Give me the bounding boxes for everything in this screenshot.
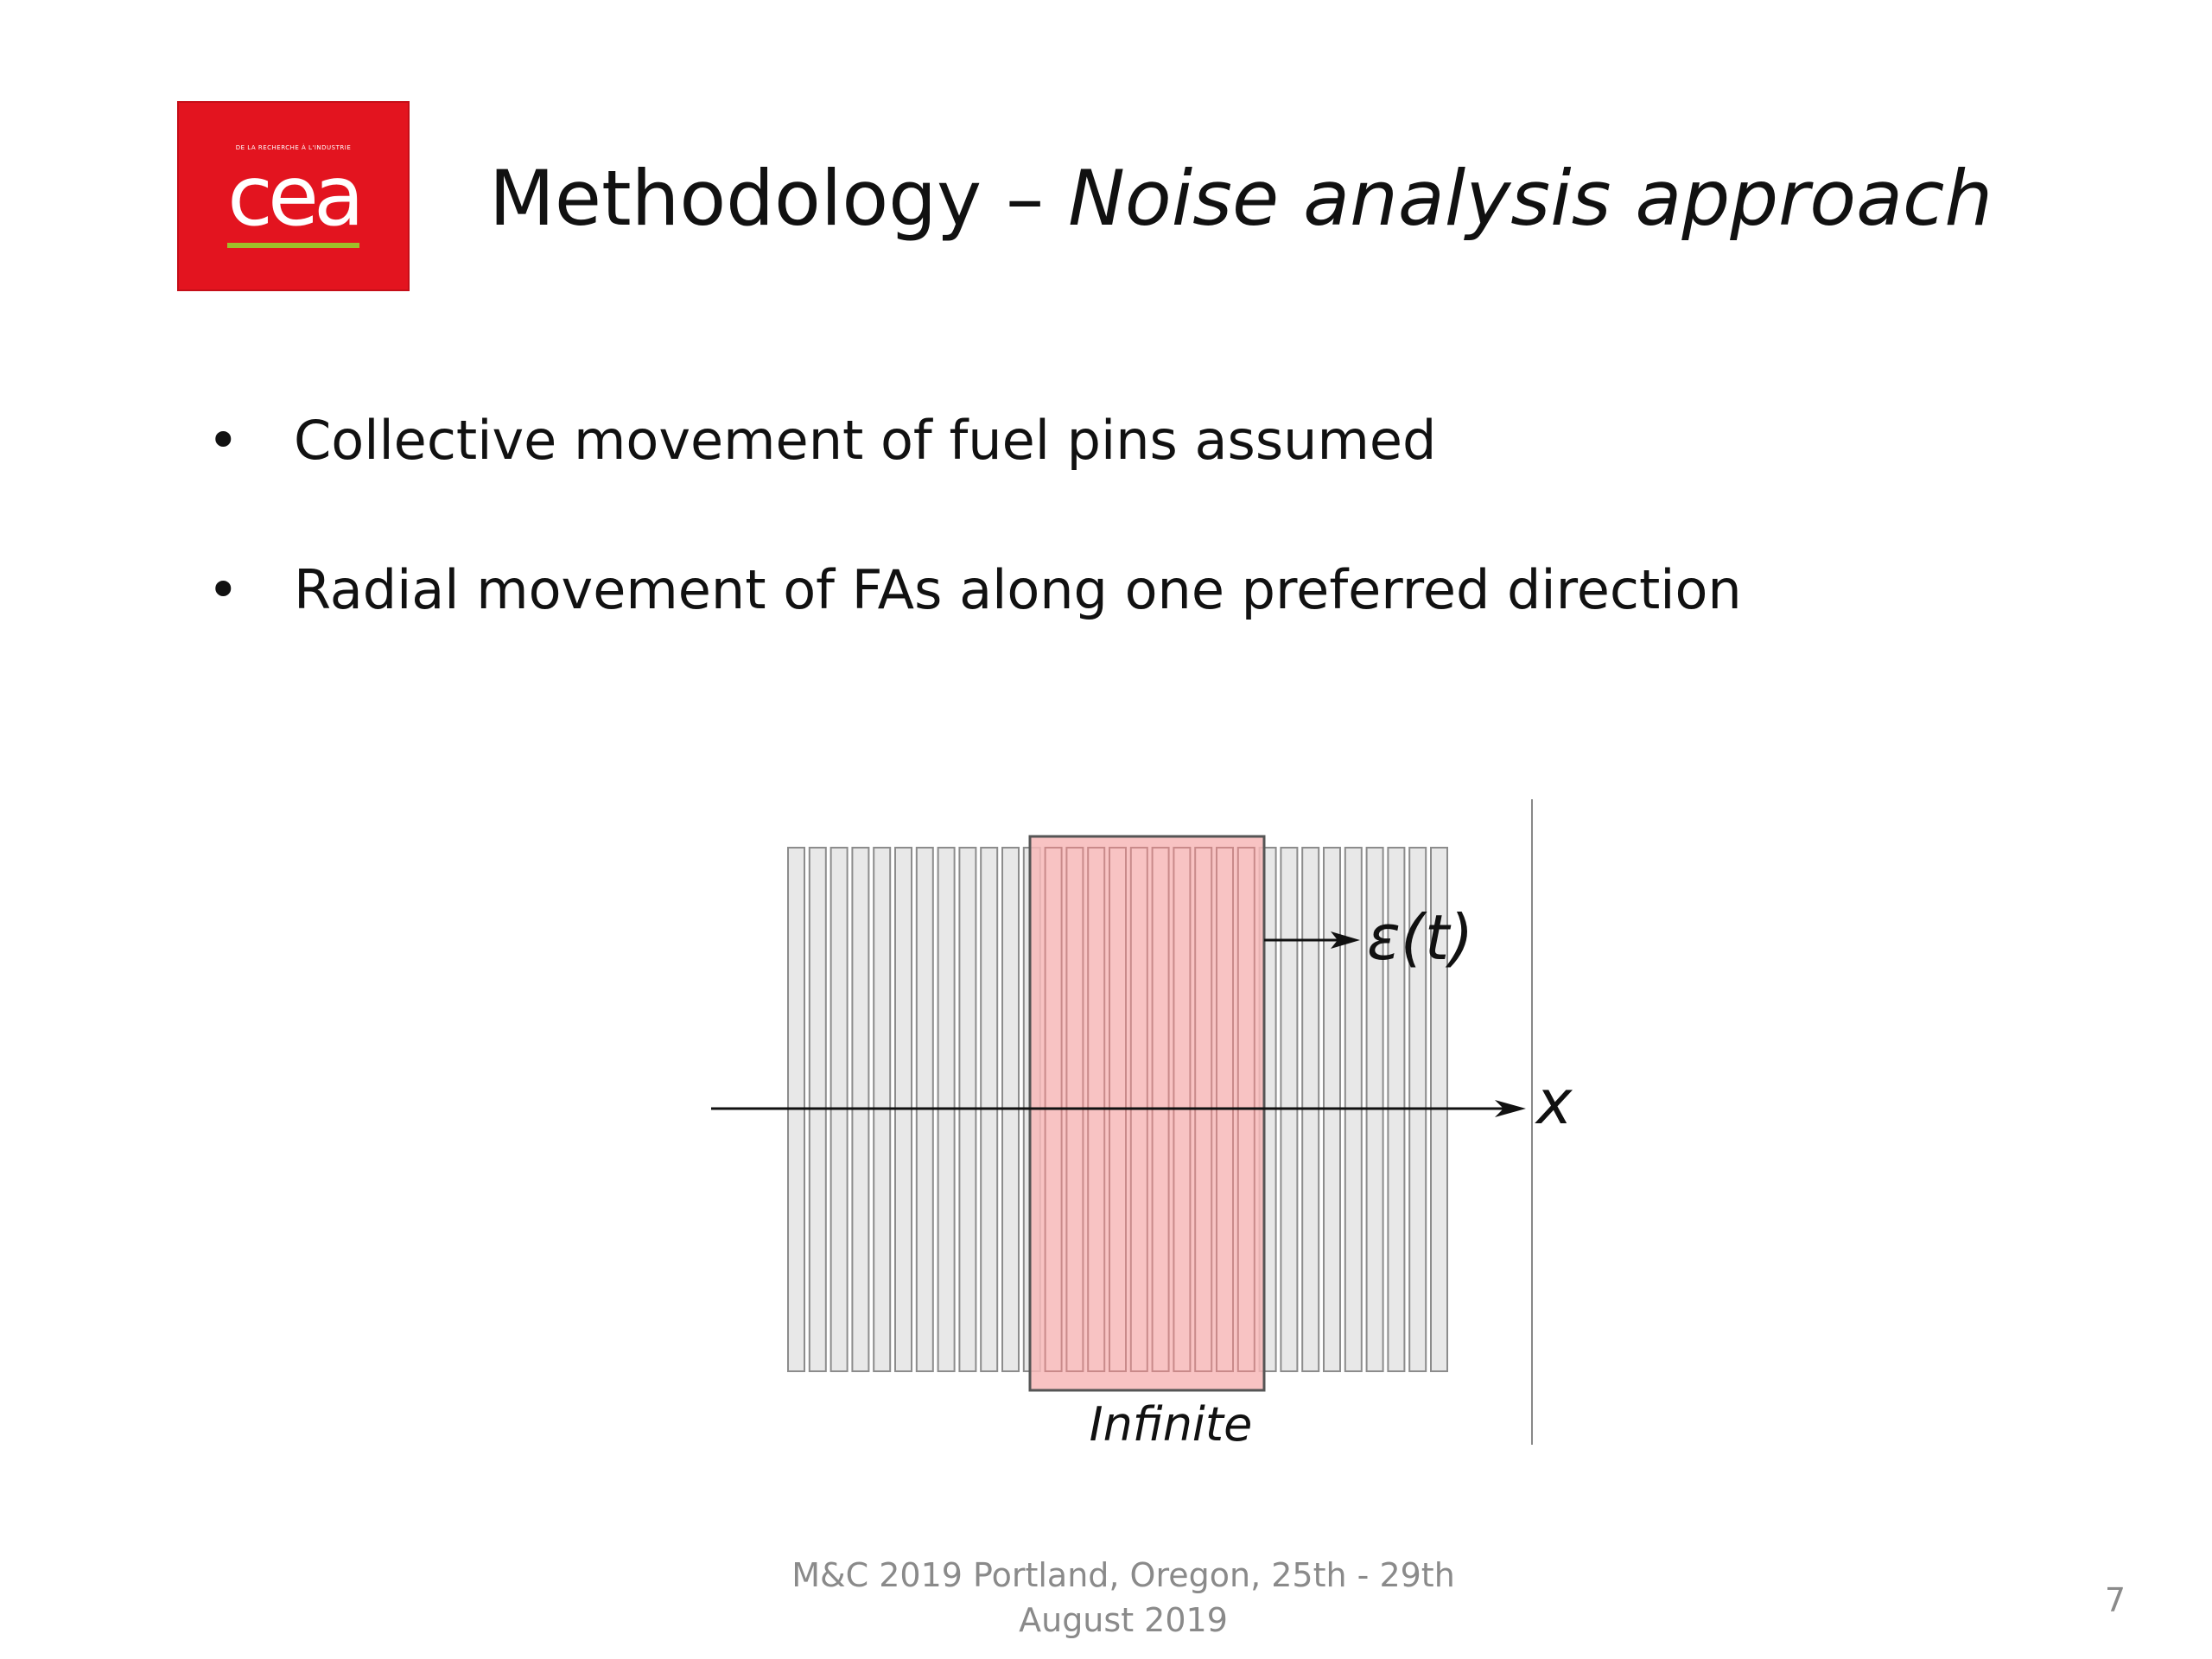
bullet-symbol: • — [207, 558, 239, 621]
slide-title: Methodology – Noise analysis approach — [489, 154, 1993, 244]
cea-logo: DE LA RECHERCHE À L'INDUSTRIE cea — [177, 101, 410, 291]
logo-text: cea — [227, 148, 365, 245]
x-axis-arrowhead — [1495, 1100, 1526, 1117]
displacement-label: ε(t) — [1367, 901, 1473, 974]
title-main: Methodology – — [489, 154, 1069, 243]
bullet-symbol: • — [207, 409, 239, 472]
page-number: 7 — [2104, 1581, 2126, 1619]
bullet-item: • Radial movement of FAs along one prefer… — [207, 557, 1742, 623]
logo-tagline: DE LA RECHERCHE À L'INDUSTRIE — [235, 144, 352, 151]
footer: M&C 2019 Portland, Oregon, 25th - 29th A… — [778, 1553, 1469, 1643]
bullet-text: Radial movement of FAs along one preferr… — [294, 558, 1742, 621]
infinite-label: Infinite — [1090, 1397, 1253, 1452]
footer-line-1: M&C 2019 Portland, Oregon, 25th - 29th — [791, 1556, 1455, 1594]
footer-line-2: August 2019 — [1019, 1601, 1228, 1639]
displacement-arrowhead — [1331, 931, 1360, 949]
bullet-item: • Collective movement of fuel pins assume… — [207, 408, 1436, 474]
logo-accent-bar — [227, 243, 359, 248]
bullet-text: Collective movement of fuel pins assumed — [294, 409, 1437, 472]
x-axis-label: x — [1535, 1067, 1573, 1138]
title-italic: Noise analysis approach — [1068, 154, 1993, 243]
